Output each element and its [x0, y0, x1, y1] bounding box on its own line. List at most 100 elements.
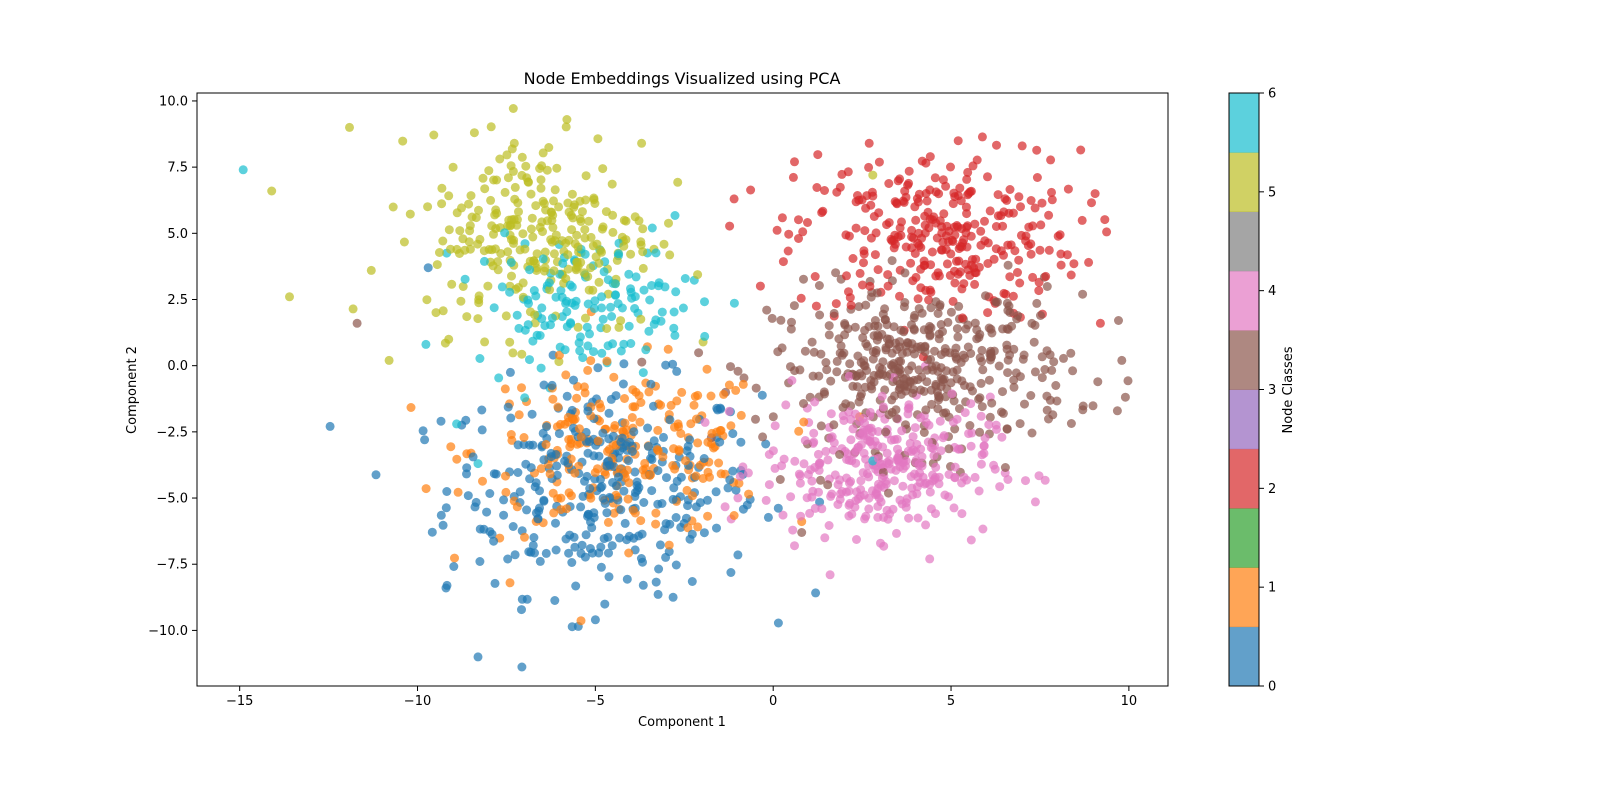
scatter-point-class-3: [922, 365, 932, 375]
scatter-point-class-3: [835, 450, 845, 459]
scatter-point-class-0: [551, 545, 561, 555]
scatter-point-class-2: [794, 215, 803, 225]
scatter-point-class-3: [951, 343, 961, 353]
scatter-point-class-2: [1041, 271, 1051, 281]
scatter-point-class-6: [537, 314, 547, 324]
scatter-point-class-5: [517, 152, 527, 162]
scatter-point-class-0: [681, 513, 691, 523]
scatter-point-class-0: [567, 622, 577, 632]
scatter-point-class-0: [561, 534, 571, 544]
scatter-point-class-1: [714, 458, 724, 468]
scatter-point-class-3: [930, 346, 939, 356]
scatter-point-class-1: [593, 464, 602, 474]
scatter-point-class-0: [550, 596, 560, 605]
scatter-point-class-4: [873, 501, 883, 511]
scatter-point-class-3: [1026, 391, 1036, 400]
scatter-point-class-2: [913, 294, 923, 304]
scatter-point-class-4: [724, 406, 734, 416]
scatter-point-class-2: [831, 299, 841, 309]
scatter-point-class-5: [444, 334, 454, 344]
scatter-point-class-5: [538, 196, 548, 206]
scatter-point-class-2: [783, 246, 793, 256]
scatter-point-class-4: [787, 376, 797, 385]
scatter-point-class-1: [653, 425, 663, 435]
scatter-point-class-4: [810, 397, 820, 407]
colorbar-band: [1229, 152, 1259, 212]
scatter-point-class-6: [497, 282, 507, 292]
scatter-point-class-5: [586, 263, 596, 273]
scatter-point-class-1: [478, 476, 487, 486]
scatter-point-class-4: [980, 433, 990, 443]
scatter-point-class-4: [779, 454, 789, 464]
scatter-point-class-2: [983, 172, 992, 182]
scatter-point-class-3: [909, 375, 919, 385]
scatter-point-class-1: [734, 478, 744, 488]
scatter-point-class-0: [510, 550, 520, 560]
scatter-point-class-3: [1002, 298, 1012, 308]
scatter-point-class-1: [570, 468, 580, 478]
scatter-point-class-3: [814, 281, 824, 290]
scatter-point-class-4: [901, 456, 911, 466]
scatter-point-class-1: [565, 442, 575, 452]
scatter-point-class-2: [1046, 155, 1056, 165]
scatter-point-class-4: [948, 417, 958, 427]
scatter-point-class-0: [560, 456, 570, 466]
scatter-point-class-4: [837, 487, 847, 496]
scatter-point-class-3: [984, 375, 994, 385]
scatter-point-class-0: [651, 577, 661, 587]
scatter-point-class-6: [597, 348, 607, 358]
scatter-point-class-0: [490, 578, 500, 588]
scatter-point-class-5: [552, 163, 562, 173]
scatter-point-class-2: [1016, 230, 1026, 240]
scatter-point-class-6: [700, 297, 709, 307]
scatter-point-class-5: [594, 258, 604, 268]
scatter-point-class-0: [441, 583, 451, 593]
scatter-point-class-1: [624, 548, 634, 558]
scatter-point-class-4: [984, 420, 994, 430]
scatter-point-class-4: [966, 535, 976, 545]
scatter-point-class-1: [627, 413, 637, 422]
scatter-point-class-3: [823, 480, 833, 490]
scatter-point-class-3: [862, 341, 872, 351]
scatter-point-class-2: [1087, 198, 1096, 208]
scatter-point-class-5: [514, 207, 523, 217]
scatter-point-class-3: [1032, 298, 1042, 308]
scatter-point-class-4: [917, 461, 927, 471]
scatter-point-class-3: [998, 387, 1007, 397]
scatter-point-class-3: [925, 321, 935, 331]
scatter-point-class-2: [1035, 245, 1045, 255]
scatter-point-class-5: [517, 170, 527, 180]
scatter-point-class-0: [521, 459, 531, 469]
scatter-point-class-0: [569, 532, 579, 542]
scatter-point-class-0: [581, 530, 591, 540]
scatter-point-class-2: [963, 167, 973, 177]
scatter-point-class-3: [861, 300, 871, 310]
scatter-point-class-2: [1032, 145, 1042, 155]
scatter-point-class-3: [767, 313, 777, 323]
scatter-points: [238, 104, 1133, 672]
scatter-point-class-5: [458, 234, 468, 244]
scatter-point-class-1: [519, 433, 529, 442]
scatter-point-class-4: [855, 417, 865, 426]
scatter-point-class-0: [590, 615, 600, 625]
scatter-point-class-6: [512, 310, 522, 320]
scatter-point-class-2: [1005, 272, 1015, 282]
scatter-point-class-1: [623, 494, 633, 504]
scatter-point-class-0: [619, 359, 629, 369]
scatter-point-class-1: [729, 511, 739, 520]
scatter-point-class-0: [631, 488, 640, 497]
scatter-point-class-5: [448, 162, 458, 172]
colorbar-band: [1229, 330, 1259, 390]
scatter-point-class-5: [528, 232, 538, 242]
scatter-point-class-5: [456, 296, 466, 306]
scatter-point-class-5: [345, 122, 354, 132]
scatter-point-class-6: [649, 319, 659, 329]
scatter-point-class-5: [474, 298, 484, 308]
scatter-point-class-5: [571, 263, 581, 273]
scatter-point-class-6: [610, 290, 620, 300]
scatter-point-class-0: [725, 475, 735, 485]
scatter-point-class-3: [840, 330, 850, 340]
scatter-point-class-0: [637, 529, 647, 539]
scatter-point-class-0: [773, 618, 783, 628]
scatter-point-class-0: [668, 359, 678, 369]
